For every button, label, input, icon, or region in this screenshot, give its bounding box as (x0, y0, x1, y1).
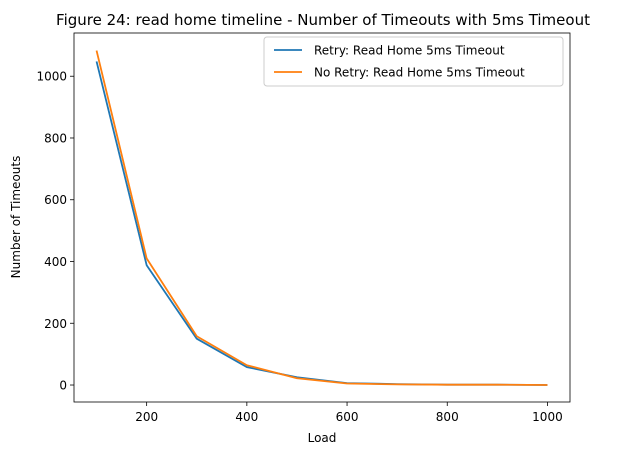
series-line-retry (95, 61, 548, 386)
series-layer (95, 50, 548, 386)
legend-label-no-retry: No Retry: Read Home 5ms Timeout (314, 66, 525, 80)
legend-label-retry: Retry: Read Home 5ms Timeout (314, 44, 505, 58)
x-tick-label: 200 (135, 410, 158, 424)
y-tick-label: 1000 (36, 70, 67, 84)
series-line-no-retry (95, 50, 548, 386)
x-tick-label: 800 (436, 410, 459, 424)
chart-title: Figure 24: read home timeline - Number o… (56, 11, 590, 29)
tick-layer: 200 400 600 800 1000 0 200 400 600 800 1000 (36, 70, 562, 424)
x-tick-label: 400 (235, 410, 258, 424)
legend: Retry: Read Home 5ms Timeout No Retry: R… (263, 36, 564, 87)
plot-frame (73, 32, 571, 403)
legend-box (263, 36, 564, 87)
x-tick-label: 1000 (532, 410, 563, 424)
y-tick-label: 600 (44, 193, 67, 207)
y-axis-label: Number of Timeouts (9, 156, 23, 279)
y-tick-label: 400 (44, 255, 67, 269)
y-tick-label: 800 (44, 131, 67, 145)
x-axis-label: Load (308, 431, 337, 445)
y-tick-label: 200 (44, 317, 67, 331)
y-tick-label: 0 (59, 379, 67, 393)
x-tick-label: 600 (336, 410, 359, 424)
